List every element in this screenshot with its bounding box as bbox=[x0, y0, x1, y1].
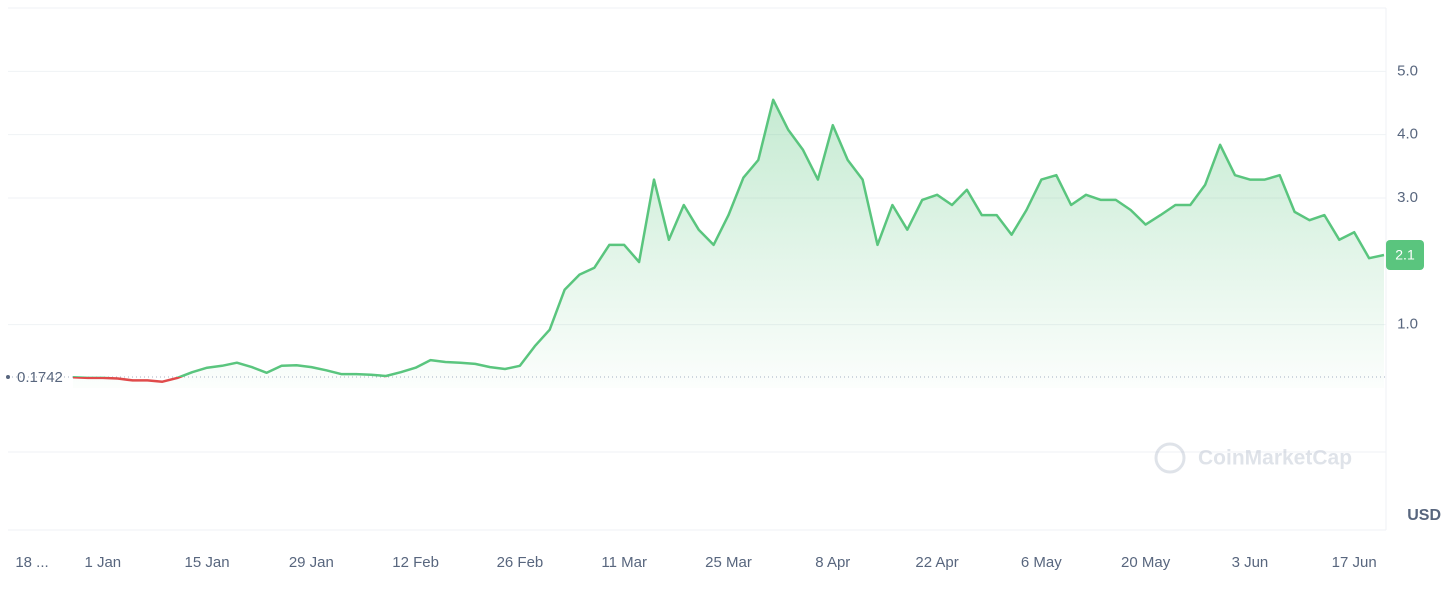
area bbox=[73, 99, 1384, 389]
x-tick-label: 22 Apr bbox=[915, 554, 958, 571]
x-tick-label: 6 May bbox=[1021, 554, 1062, 571]
y-tick-label: 1.0 bbox=[1397, 316, 1418, 333]
x-tick-label: 15 Jan bbox=[185, 554, 230, 571]
watermark-text: CoinMarketCap bbox=[1198, 447, 1352, 470]
x-tick-label: 26 Feb bbox=[497, 554, 544, 571]
x-tick-label: 29 Jan bbox=[289, 554, 334, 571]
x-tick-label: 25 Mar bbox=[705, 554, 752, 571]
currency-label: USD bbox=[1407, 507, 1441, 524]
x-tick-label: 12 Feb bbox=[392, 554, 439, 571]
price-badge bbox=[1386, 240, 1424, 270]
x-tick-label: 11 Mar bbox=[601, 554, 647, 571]
watermark: CoinMarketCap bbox=[1154, 442, 1352, 474]
x-tick-label: 17 Jun bbox=[1332, 554, 1377, 571]
y-tick-label: 4.0 bbox=[1397, 126, 1418, 143]
x-tick-label: 8 Apr bbox=[815, 554, 850, 571]
baseline-label: 0.1742 bbox=[17, 369, 63, 386]
x-tick-label: 20 May bbox=[1121, 554, 1171, 571]
x-tick-label: 3 Jun bbox=[1232, 554, 1269, 571]
x-tick-label: 18 ... bbox=[15, 554, 48, 571]
y-tick-label: 3.0 bbox=[1397, 189, 1418, 206]
price-badge-label: 2.1 bbox=[1395, 247, 1415, 263]
x-tick-label: 1 Jan bbox=[84, 554, 121, 571]
price-line bbox=[72, 98, 1385, 383]
y-tick-label: 5.0 bbox=[1397, 62, 1418, 79]
baseline-dot bbox=[6, 374, 10, 379]
